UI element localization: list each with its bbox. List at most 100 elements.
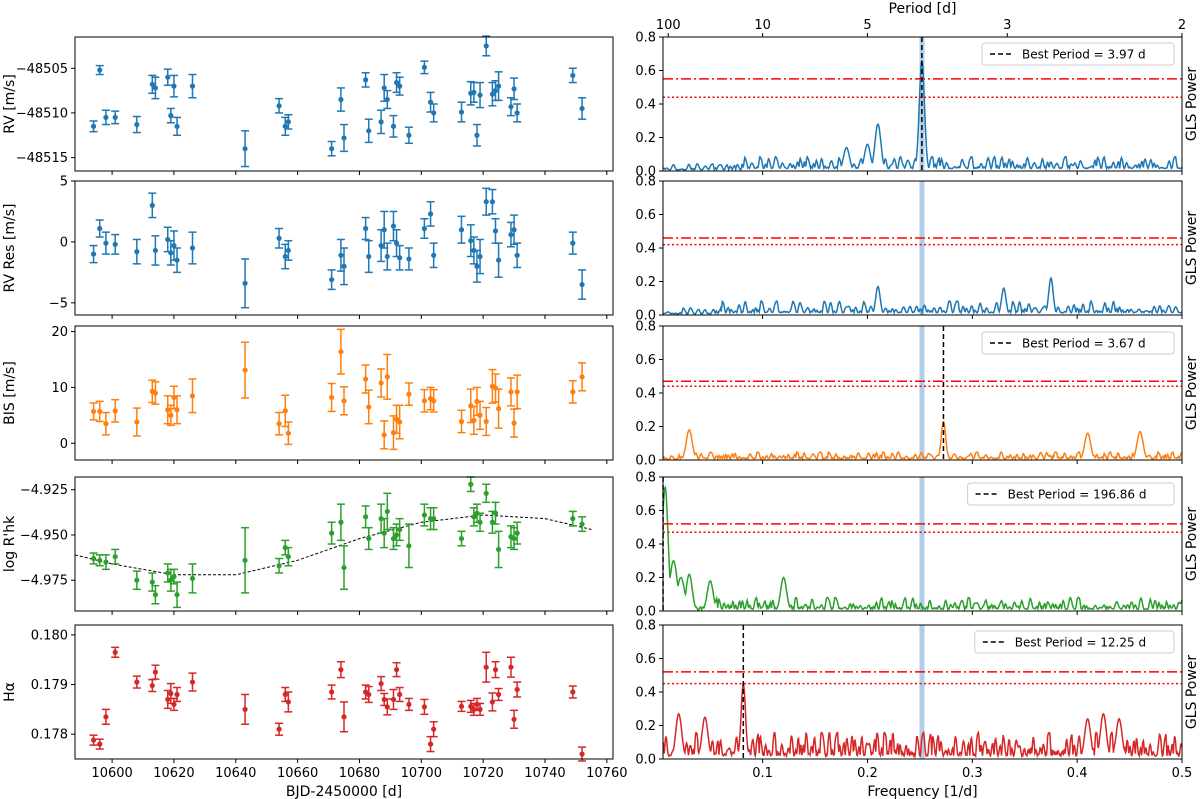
y-axis-label: Hα (2, 682, 18, 702)
data-point (380, 210, 389, 249)
marker (431, 726, 437, 732)
y-axis-label: GLS Power (1184, 356, 1200, 431)
y-tick-label: 0.4 (635, 242, 656, 257)
y-axis-label: GLS Power (1184, 67, 1200, 142)
marker (570, 516, 576, 522)
data-point (420, 388, 429, 413)
y-tick-label: 0.0 (635, 605, 656, 620)
marker (366, 253, 372, 260)
data-point (568, 685, 577, 699)
y-tick-label: 0.8 (635, 320, 656, 335)
marker (174, 257, 180, 263)
marker (514, 110, 520, 116)
data-point (340, 386, 348, 416)
marker (421, 225, 427, 232)
marker (474, 701, 480, 708)
marker (168, 250, 174, 256)
data-point (395, 517, 404, 542)
marker (338, 96, 344, 103)
marker (276, 235, 282, 241)
data-point (568, 67, 577, 84)
marker (471, 514, 477, 520)
marker (393, 79, 400, 86)
marker (112, 408, 118, 414)
marker (474, 132, 480, 138)
marker (168, 412, 174, 418)
marker (285, 699, 291, 705)
marker (341, 263, 347, 269)
data-point (491, 501, 500, 525)
data-point (101, 411, 110, 436)
data-point (241, 130, 250, 168)
y-tick-label: 0.6 (635, 353, 656, 368)
data-point (241, 341, 250, 399)
highlight-band (919, 326, 925, 460)
data-point (101, 109, 110, 126)
marker (406, 391, 412, 397)
data-point (364, 685, 373, 704)
marker (165, 570, 171, 576)
data-point (336, 87, 345, 112)
data-point (132, 570, 141, 591)
marker (421, 512, 427, 518)
marker (508, 389, 514, 395)
marker (152, 390, 158, 396)
marker (103, 240, 109, 246)
data-point (513, 374, 522, 410)
y-tick-label: 0 (60, 235, 68, 250)
data-point (151, 76, 160, 100)
marker (393, 532, 400, 538)
marker (397, 526, 403, 533)
marker (90, 737, 97, 743)
data-point (95, 64, 104, 76)
y-axis-label: log R'hk (2, 515, 18, 572)
y-tick-label: −48505 (16, 62, 68, 77)
data-point (494, 242, 503, 278)
marker (112, 114, 118, 120)
x-tick-label: 0.1 (752, 766, 773, 781)
marker (393, 240, 400, 246)
data-point (513, 103, 522, 123)
gls-curve (662, 681, 1183, 759)
y-tick-label: 0 (60, 437, 68, 452)
y-axis-label: GLS Power (1184, 655, 1200, 730)
marker (90, 123, 97, 129)
marker (174, 407, 180, 413)
axes-frame (74, 624, 614, 760)
marker (171, 573, 177, 580)
marker (514, 389, 520, 395)
data-point (476, 81, 485, 109)
data-point (241, 258, 250, 309)
marker (341, 714, 347, 720)
data-point (327, 684, 336, 700)
data-point (111, 548, 120, 565)
marker (285, 430, 291, 436)
y-tick-label: 5 (60, 175, 68, 190)
data-point (336, 328, 345, 375)
data-point (284, 113, 293, 130)
marker (468, 238, 474, 244)
marker (477, 412, 483, 418)
marker (495, 406, 502, 412)
data-point (568, 231, 577, 255)
marker (152, 247, 158, 254)
marker (103, 714, 109, 720)
marker (103, 114, 109, 120)
data-point (173, 581, 182, 609)
marker (242, 557, 248, 563)
marker (282, 691, 288, 698)
y-tick-label: 10 (51, 381, 68, 396)
marker (421, 64, 427, 70)
data-point (513, 242, 522, 269)
marker (474, 263, 480, 269)
axes-frame (74, 325, 614, 461)
marker (483, 199, 489, 205)
data-point (568, 510, 577, 527)
data-point (340, 701, 348, 733)
marker (458, 535, 465, 542)
marker (97, 557, 103, 563)
data-point (340, 545, 348, 591)
marker (492, 510, 499, 516)
marker (406, 543, 412, 549)
data-point (404, 247, 413, 271)
